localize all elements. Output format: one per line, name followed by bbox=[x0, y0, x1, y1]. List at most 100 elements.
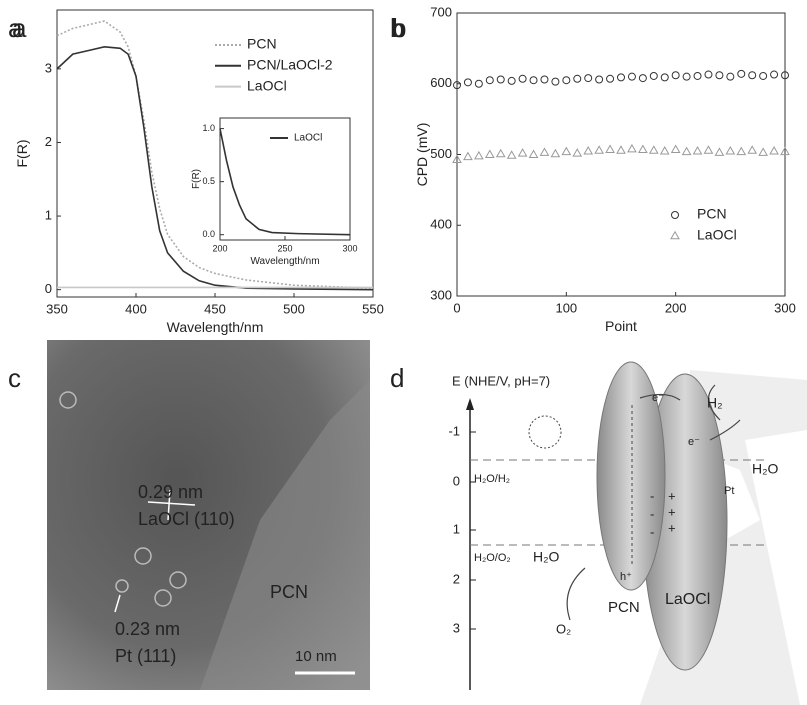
x-tick-label: 300 bbox=[342, 243, 357, 253]
annotation: PCN bbox=[270, 582, 308, 602]
diagram-label: + bbox=[668, 520, 676, 535]
point bbox=[506, 150, 517, 159]
point bbox=[748, 71, 757, 80]
x-tick-label: 300 bbox=[774, 300, 796, 315]
point bbox=[485, 76, 494, 85]
point bbox=[671, 71, 680, 80]
diagram-label: O₂ bbox=[556, 621, 571, 636]
point bbox=[606, 74, 615, 83]
point bbox=[529, 76, 538, 85]
point bbox=[660, 73, 669, 82]
point bbox=[484, 149, 495, 158]
arrow bbox=[466, 398, 474, 410]
point bbox=[736, 146, 747, 156]
point bbox=[617, 73, 625, 82]
point bbox=[495, 148, 506, 158]
point bbox=[496, 75, 505, 84]
legend-label: PCN/LaOCl-2 bbox=[247, 57, 333, 73]
particles bbox=[59, 391, 187, 607]
point bbox=[681, 146, 692, 156]
x-tick-label: 250 bbox=[277, 243, 292, 253]
point bbox=[583, 145, 594, 155]
point bbox=[561, 146, 572, 156]
point bbox=[703, 145, 714, 154]
x-axis-label: Point bbox=[605, 318, 637, 334]
diagram-label: LaOCl bbox=[665, 591, 710, 608]
y-tick-label: 1.0 bbox=[202, 123, 215, 133]
legend-label: PCN bbox=[247, 36, 277, 52]
point bbox=[627, 143, 637, 153]
point bbox=[562, 76, 571, 85]
panel-label: d bbox=[390, 363, 404, 393]
panel-label: b bbox=[390, 13, 404, 43]
point bbox=[453, 81, 461, 90]
point bbox=[551, 77, 560, 86]
point bbox=[759, 71, 768, 80]
point bbox=[572, 148, 583, 157]
diagram-label: H₂ bbox=[707, 395, 723, 411]
x-tick-label: 200 bbox=[212, 243, 227, 253]
y-tick-label: 0 bbox=[45, 281, 52, 296]
annotation: Pt (111) bbox=[115, 646, 176, 666]
legend-label: LaOCl bbox=[247, 77, 287, 93]
point bbox=[539, 147, 550, 156]
plot-frame bbox=[219, 117, 351, 241]
panel-label: b bbox=[392, 13, 406, 43]
lattice-marker bbox=[114, 489, 196, 613]
point bbox=[638, 144, 648, 154]
point bbox=[769, 145, 779, 155]
arrows bbox=[566, 384, 741, 621]
point bbox=[507, 76, 516, 85]
point bbox=[627, 72, 636, 81]
point bbox=[518, 74, 527, 83]
x-tick-label: 500 bbox=[283, 301, 305, 316]
point bbox=[682, 72, 691, 81]
point bbox=[725, 145, 736, 155]
point bbox=[737, 69, 746, 78]
point bbox=[550, 148, 561, 158]
y-tick-label: 0.5 bbox=[202, 176, 215, 186]
line bbox=[56, 45, 374, 291]
y-tick-label: 300 bbox=[430, 287, 452, 302]
point bbox=[715, 71, 724, 80]
diagram-label: H₂O/O₂ bbox=[474, 552, 511, 564]
pcn-band bbox=[596, 361, 666, 591]
legend-swatch bbox=[670, 230, 680, 240]
panel-label: a bbox=[12, 13, 27, 43]
axis-tick-label: -1 bbox=[448, 423, 460, 438]
x-tick-label: 200 bbox=[665, 300, 687, 315]
y-tick-label: 2 bbox=[45, 134, 52, 149]
x-tick-label: 550 bbox=[362, 301, 384, 316]
plot-frame bbox=[456, 12, 786, 297]
point bbox=[726, 72, 735, 81]
diagram-label: + bbox=[668, 504, 676, 519]
diagram-label: e⁻ bbox=[652, 392, 664, 404]
axis-tick-label: 0 bbox=[453, 473, 460, 488]
point bbox=[781, 71, 789, 80]
point bbox=[616, 145, 626, 154]
y-tick-label: 1 bbox=[45, 207, 52, 222]
x-axis-label: Wavelength/nm bbox=[250, 256, 319, 267]
point bbox=[670, 144, 681, 154]
point bbox=[605, 144, 615, 154]
annotation: 0.23 nm bbox=[115, 619, 180, 639]
diagram-label: + bbox=[668, 488, 676, 503]
point bbox=[638, 74, 647, 83]
y-axis-label: F(R) bbox=[191, 169, 202, 189]
legend-label: LaOCl bbox=[697, 227, 737, 243]
y-axis-label: F(R) bbox=[14, 140, 30, 168]
point bbox=[595, 75, 604, 84]
point bbox=[463, 78, 472, 87]
point bbox=[474, 79, 483, 88]
y-tick-label: 400 bbox=[430, 217, 452, 232]
x-tick-label: 450 bbox=[204, 301, 226, 316]
panel-label: c bbox=[8, 363, 21, 393]
legend-swatch bbox=[671, 211, 679, 219]
point bbox=[517, 148, 528, 157]
point bbox=[770, 70, 779, 79]
point bbox=[573, 74, 582, 83]
sun-icon bbox=[528, 415, 562, 449]
legend-label: PCN bbox=[697, 206, 727, 222]
point bbox=[528, 149, 539, 158]
